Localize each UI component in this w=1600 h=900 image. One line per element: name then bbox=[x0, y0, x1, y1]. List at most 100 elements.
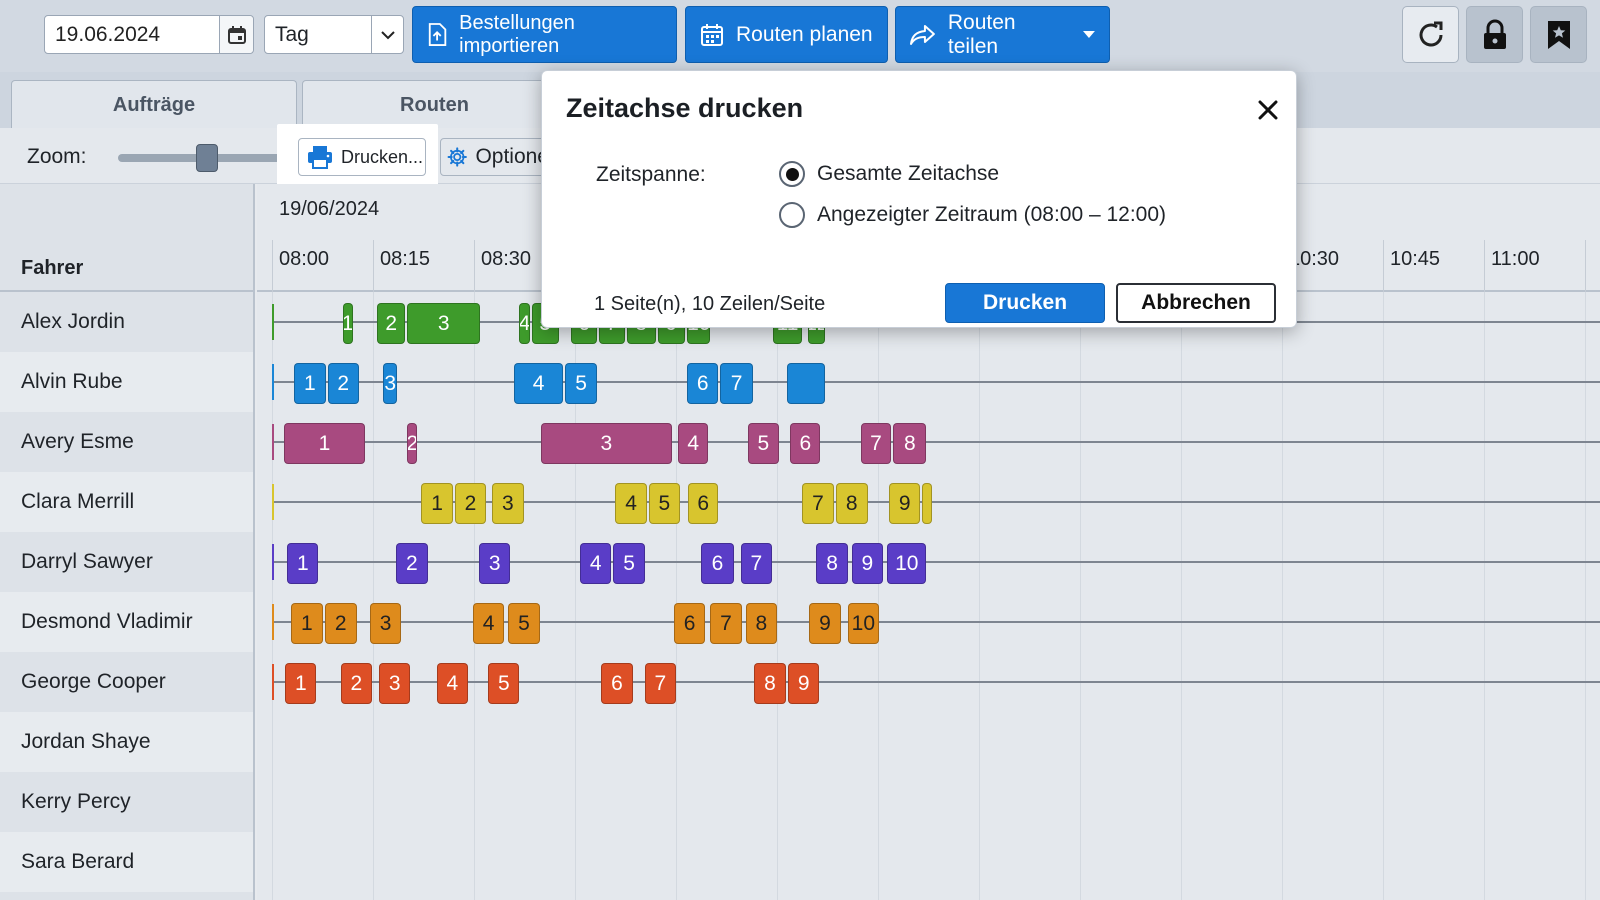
stop-block[interactable]: 2 bbox=[377, 303, 406, 344]
stop-block[interactable]: 1 bbox=[294, 363, 326, 404]
route-line bbox=[272, 621, 1600, 623]
stop-block[interactable]: 9 bbox=[851, 543, 884, 584]
stop-block[interactable]: 5 bbox=[508, 603, 540, 644]
stop-block[interactable]: 10 bbox=[847, 603, 880, 644]
driver-row[interactable]: Alex Jordin bbox=[21, 310, 125, 333]
stop-block[interactable]: 4 bbox=[678, 423, 709, 464]
calendar-icon[interactable] bbox=[219, 16, 253, 53]
options-button[interactable]: Optione bbox=[440, 138, 550, 176]
stop-block[interactable]: 7 bbox=[710, 603, 742, 644]
lock-button[interactable] bbox=[1466, 6, 1523, 63]
cancel-button[interactable]: Abbrechen bbox=[1116, 283, 1276, 323]
grid-line bbox=[777, 292, 778, 900]
driver-row[interactable]: Avery Esme bbox=[21, 430, 134, 453]
bookmark-star-icon bbox=[1547, 20, 1570, 49]
stop-block[interactable]: 4 bbox=[514, 363, 563, 404]
stop-block[interactable]: 6 bbox=[688, 483, 719, 524]
stop-block[interactable]: 9 bbox=[889, 483, 921, 524]
radio-whole-timeline[interactable] bbox=[779, 161, 805, 187]
stop-block[interactable]: 1 bbox=[287, 543, 319, 584]
stop-block[interactable]: 2 bbox=[340, 663, 372, 704]
stop-block[interactable]: 1 bbox=[421, 483, 453, 524]
driver-row[interactable]: Alvin Rube bbox=[0, 352, 253, 412]
stop-block[interactable]: 10 bbox=[887, 543, 927, 584]
stop-block[interactable]: 2 bbox=[327, 363, 359, 404]
options-label: Optione bbox=[475, 145, 549, 168]
refresh-button[interactable] bbox=[1402, 6, 1459, 63]
stop-block[interactable]: 3 bbox=[479, 543, 511, 584]
driver-row[interactable]: Darryl Sawyer bbox=[21, 550, 153, 573]
driver-row[interactable]: Clara Merrill bbox=[0, 472, 253, 532]
plan-routes-button[interactable]: Routen planen bbox=[685, 6, 888, 63]
stop-block[interactable]: 3 bbox=[540, 423, 672, 464]
stop-block[interactable]: 7 bbox=[740, 543, 772, 584]
stop-block[interactable]: 4 bbox=[615, 483, 647, 524]
stop-block[interactable]: 4 bbox=[436, 663, 468, 704]
stop-block[interactable]: 3 bbox=[407, 303, 481, 344]
stop-block[interactable]: 6 bbox=[701, 543, 734, 584]
route-start-marker bbox=[272, 544, 274, 580]
stop-block[interactable]: 5 bbox=[747, 423, 780, 464]
option-whole-timeline[interactable]: Gesamte Zeitachse bbox=[779, 161, 999, 187]
option-visible-range[interactable]: Angezeigter Zeitraum (08:00 – 12:00) bbox=[779, 202, 1166, 228]
stop-block[interactable] bbox=[787, 363, 826, 404]
stop-block[interactable]: 8 bbox=[745, 603, 778, 644]
bookmark-button[interactable] bbox=[1530, 6, 1587, 63]
tab-orders[interactable]: Aufträge bbox=[11, 80, 297, 130]
stop-block[interactable]: 3 bbox=[369, 603, 402, 644]
stop-block[interactable]: 2 bbox=[454, 483, 487, 524]
driver-row[interactable]: Jordan Shaye bbox=[0, 712, 253, 772]
driver-row[interactable]: Kerry Percy bbox=[21, 790, 131, 813]
view-select[interactable]: Tag bbox=[264, 15, 404, 54]
stop-block[interactable]: 3 bbox=[379, 663, 411, 704]
driver-row[interactable]: Desmond Vladimir bbox=[0, 592, 253, 652]
stop-block[interactable]: 4 bbox=[580, 543, 612, 584]
timeline-date: 19/06/2024 bbox=[279, 198, 380, 220]
tab-routes[interactable]: Routen bbox=[302, 80, 567, 130]
stop-block[interactable]: 2 bbox=[396, 543, 428, 584]
stop-block[interactable]: 5 bbox=[488, 663, 520, 704]
stop-block[interactable]: 1 bbox=[284, 423, 365, 464]
stop-block[interactable]: 6 bbox=[687, 363, 719, 404]
stop-block[interactable]: 4 bbox=[472, 603, 505, 644]
stop-block[interactable]: 7 bbox=[720, 363, 753, 404]
stop-block[interactable]: 7 bbox=[644, 663, 677, 704]
stop-block[interactable]: 6 bbox=[790, 423, 821, 464]
stop-block[interactable] bbox=[922, 483, 933, 524]
zoom-slider-handle[interactable] bbox=[196, 144, 219, 172]
stop-block[interactable]: 2 bbox=[324, 603, 357, 644]
stop-block[interactable]: 4 bbox=[519, 303, 530, 344]
print-button[interactable]: Drucken bbox=[945, 283, 1105, 323]
date-value: 19.06.2024 bbox=[55, 22, 161, 46]
stop-block[interactable]: 5 bbox=[648, 483, 681, 524]
import-orders-label: Bestellungen importieren bbox=[459, 11, 575, 57]
stop-block[interactable]: 9 bbox=[788, 663, 820, 704]
stop-block[interactable]: 1 bbox=[291, 603, 323, 644]
stop-block[interactable]: 7 bbox=[860, 423, 892, 464]
close-button[interactable] bbox=[1253, 95, 1283, 125]
stop-block[interactable]: 8 bbox=[893, 423, 927, 464]
driver-row[interactable]: Sara Berard bbox=[0, 832, 253, 892]
print-timeline-button[interactable]: Drucken... bbox=[298, 138, 426, 176]
gear-icon bbox=[447, 147, 467, 167]
driver-row[interactable]: George Cooper bbox=[21, 670, 166, 693]
stop-block[interactable]: 5 bbox=[564, 363, 598, 404]
stop-block[interactable]: 8 bbox=[816, 543, 848, 584]
share-routes-button[interactable]: Routen teilen bbox=[895, 6, 1110, 63]
stop-block[interactable]: 1 bbox=[342, 303, 353, 344]
radio-visible-range[interactable] bbox=[779, 202, 805, 228]
stop-block[interactable]: 9 bbox=[809, 603, 841, 644]
stop-block[interactable]: 2 bbox=[407, 423, 418, 464]
stop-block[interactable]: 3 bbox=[492, 483, 524, 524]
stop-block[interactable]: 6 bbox=[601, 663, 633, 704]
date-field[interactable]: 19.06.2024 bbox=[44, 15, 254, 54]
import-orders-button[interactable]: Bestellungen importieren bbox=[412, 6, 677, 63]
route-start-marker bbox=[272, 424, 274, 460]
stop-block[interactable]: 1 bbox=[285, 663, 317, 704]
stop-block[interactable]: 8 bbox=[835, 483, 868, 524]
stop-block[interactable]: 5 bbox=[613, 543, 645, 584]
stop-block[interactable]: 3 bbox=[383, 363, 398, 404]
stop-block[interactable]: 6 bbox=[673, 603, 706, 644]
stop-block[interactable]: 7 bbox=[802, 483, 834, 524]
stop-block[interactable]: 8 bbox=[753, 663, 787, 704]
